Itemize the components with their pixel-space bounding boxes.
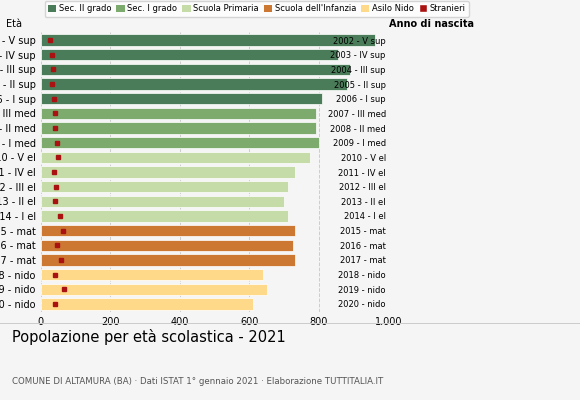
Bar (41, 49, 338, 60)
Bar (41, 64, 350, 75)
Text: Popolazione per età scolastica - 2021: Popolazione per età scolastica - 2021 (12, 329, 285, 345)
Bar (41, 34, 375, 46)
Text: Anno di nascita: Anno di nascita (389, 19, 474, 29)
Bar (41, 298, 253, 310)
Bar (41, 240, 293, 251)
Bar (41, 108, 316, 119)
Bar (41, 137, 319, 148)
Bar (41, 78, 347, 90)
Bar (41, 284, 267, 295)
Bar (41, 152, 310, 163)
Bar (41, 225, 295, 236)
Bar (41, 196, 284, 207)
Bar (41, 269, 263, 280)
Bar (41, 181, 288, 192)
Bar (41, 254, 295, 266)
Text: COMUNE DI ALTAMURA (BA) · Dati ISTAT 1° gennaio 2021 · Elaborazione TUTTITALIA.I: COMUNE DI ALTAMURA (BA) · Dati ISTAT 1° … (12, 377, 383, 386)
Bar (41, 210, 288, 222)
Bar (41, 122, 316, 134)
Text: Età: Età (6, 19, 22, 29)
Bar (41, 166, 295, 178)
Legend: Sec. II grado, Sec. I grado, Scuola Primaria, Scuola dell'Infanzia, Asilo Nido, : Sec. II grado, Sec. I grado, Scuola Prim… (45, 1, 469, 17)
Bar (41, 93, 322, 104)
